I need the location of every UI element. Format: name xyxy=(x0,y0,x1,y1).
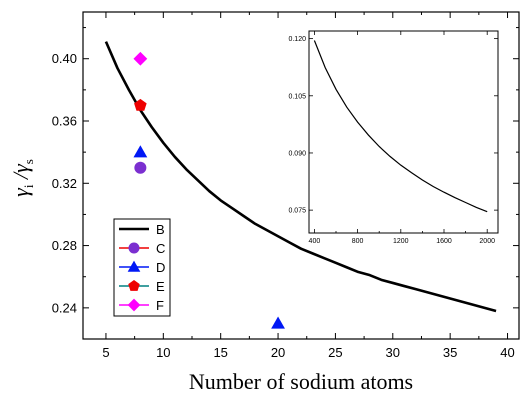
x-tick-label: 15 xyxy=(213,345,227,360)
x-tick-label: 5 xyxy=(102,345,109,360)
main-axis-ticks: 5 10 15 20 25 30 35 40 0.24 0.28 0.32 0.36 0.40 xyxy=(52,12,519,360)
y-axis-title-gamma-2: γ xyxy=(8,163,33,173)
inset-chart: 400 800 1200 1600 2000 0.075 0.090 0.105 0.120 xyxy=(288,30,499,245)
inset-y-tick-label: 0.090 xyxy=(288,150,306,157)
series-line-B xyxy=(104,41,497,313)
legend-marker-E xyxy=(128,279,140,291)
main-plot-frame xyxy=(82,11,520,340)
data-point-F xyxy=(133,51,148,66)
x-tick-label: 40 xyxy=(500,345,514,360)
y-tick-label: 0.36 xyxy=(52,114,77,129)
y-tick-label: 0.24 xyxy=(52,300,77,315)
inset-x-tick-label: 400 xyxy=(309,238,321,245)
y-axis-title-sub-i: i xyxy=(21,184,36,188)
legend-marker-F xyxy=(127,298,141,312)
x-axis-title: Number of sodium atoms xyxy=(189,369,413,394)
legend-label-C: C xyxy=(156,241,165,256)
y-tick-label: 0.28 xyxy=(52,238,77,253)
y-axis-title-slash: / xyxy=(8,171,33,185)
inset-series-line xyxy=(313,40,488,213)
inset-x-tick-label: 1600 xyxy=(436,238,452,245)
legend-label-B: B xyxy=(156,222,165,237)
legend-label-F: F xyxy=(156,298,164,313)
legend-marker-D xyxy=(127,260,141,272)
inset-plot-frame xyxy=(308,30,499,234)
y-tick-label: 0.40 xyxy=(52,51,77,66)
legend-label-D: D xyxy=(156,260,165,275)
x-tick-label: 25 xyxy=(328,345,342,360)
inset-y-tick-label: 0.120 xyxy=(288,36,306,43)
y-axis-title-sub-s: s xyxy=(21,159,36,164)
data-point-C xyxy=(134,161,147,174)
inset-x-tick-label: 2000 xyxy=(479,238,495,245)
x-tick-label: 30 xyxy=(386,345,400,360)
x-tick-label: 35 xyxy=(443,345,457,360)
data-point-E xyxy=(134,98,147,111)
legend-marker-C xyxy=(128,242,140,254)
inset-series-layer xyxy=(313,40,488,213)
inset-y-tick-label: 0.105 xyxy=(288,93,306,100)
inset-y-tick-label: 0.075 xyxy=(288,208,306,215)
data-point-D xyxy=(271,316,285,329)
x-tick-label: 20 xyxy=(271,345,285,360)
main-series-layer xyxy=(104,41,497,329)
y-axis-title: γi /γs xyxy=(8,159,36,197)
inset-x-tick-label: 1200 xyxy=(393,238,409,245)
inset-x-tick-label: 800 xyxy=(352,238,364,245)
legend-label-E: E xyxy=(156,279,165,294)
inset-axis-ticks: 400 800 1200 1600 2000 0.075 0.090 0.105 0.120 xyxy=(288,31,498,245)
data-point-D xyxy=(133,145,148,158)
y-tick-label: 0.32 xyxy=(52,176,77,191)
x-tick-label: 10 xyxy=(156,345,170,360)
y-axis-title-gamma-1: γ xyxy=(8,187,33,197)
